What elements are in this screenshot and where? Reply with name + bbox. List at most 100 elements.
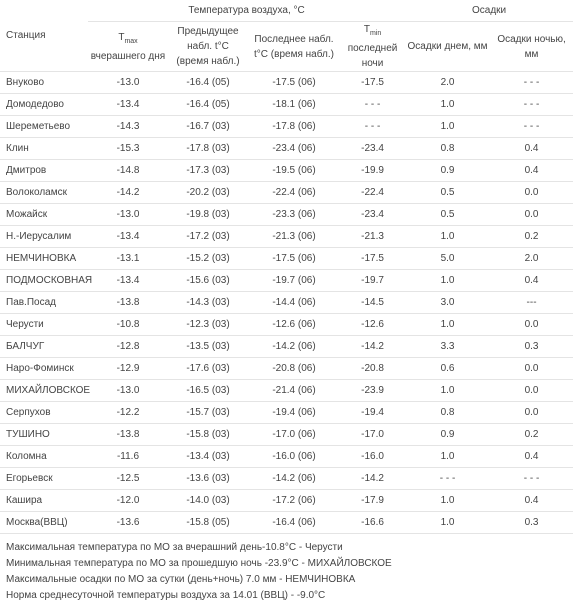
value-cell: 0.0 (490, 379, 573, 402)
value-cell: -17.8 (03) (168, 137, 248, 160)
value-cell: -21.3 (06) (248, 225, 340, 248)
table-row: Черусти -10.8 -12.3 (03) -12.6 (06) -12.6 1.0… (0, 313, 573, 336)
table-row: Можайск -13.0 -19.8 (03) -23.3 (06) -23.4 0.5… (0, 203, 573, 226)
table-row: Пав.Посад -13.8 -14.3 (03) -14.4 (06) -14.5 3… (0, 291, 573, 314)
value-cell: -14.5 (340, 291, 406, 314)
table-header: Станция Температура воздуха, °С Осадки T… (0, 0, 573, 72)
value-cell: 0.4 (490, 489, 573, 512)
station-cell: Егорьевск (0, 467, 88, 490)
group-header: Осадки (405, 0, 573, 22)
value-cell: -12.3 (03) (168, 313, 248, 336)
table-row: Наро-Фоминск -12.9 -17.6 (03) -20.8 (06) -20… (0, 357, 573, 380)
header-text: Станция (6, 30, 46, 41)
value-cell: 1.0 (405, 115, 491, 138)
table-row: Внуково -13.0 -16.4 (05) -17.5 (06) -17.5 2.0… (0, 71, 573, 94)
value-cell: -16.4 (05) (168, 93, 248, 116)
station-cell: Можайск (0, 203, 88, 226)
value-cell: 0.5 (405, 203, 491, 226)
value-cell: -19.8 (03) (168, 203, 248, 226)
value-cell: 0.6 (405, 357, 491, 380)
station-cell: Н.-Иерусалим (0, 225, 88, 248)
value-cell: -13.1 (88, 247, 168, 270)
column-header: Предыдущее набл. t°С (время набл.) (168, 21, 248, 72)
value-cell: 0.4 (490, 137, 573, 160)
value-cell: -16.0 (340, 445, 406, 468)
value-cell: 0.2 (490, 423, 573, 446)
table-row: ПОДМОСКОВНАЯ -13.4 -15.6 (03) -19.7 (06) -19… (0, 269, 573, 292)
value-cell: -16.5 (03) (168, 379, 248, 402)
value-cell: 2.0 (490, 247, 573, 270)
weather-table: Станция Температура воздуха, °С Осадки T… (0, 0, 573, 534)
value-cell: -15.7 (03) (168, 401, 248, 424)
value-cell: -20.8 (340, 357, 406, 380)
column-header: Осадки ночью, мм (490, 21, 573, 72)
note-line: Минимальная температура по МО за прошедш… (6, 558, 392, 569)
value-cell: -17.0 (06) (248, 423, 340, 446)
station-cell: Волоколамск (0, 181, 88, 204)
value-cell: -15.3 (88, 137, 168, 160)
value-cell: -19.4 (340, 401, 406, 424)
value-cell: -20.8 (06) (248, 357, 340, 380)
table-row: Москва(ВВЦ) -13.6 -15.8 (05) -16.4 (06) -16.… (0, 511, 573, 534)
station-cell: Клин (0, 137, 88, 160)
table-row: Волоколамск -14.2 -20.2 (03) -22.4 (06) -22.… (0, 181, 573, 204)
value-cell: -23.4 (340, 137, 406, 160)
table-row: Дмитров -14.8 -17.3 (03) -19.5 (06) -19.9 0.9… (0, 159, 573, 182)
value-cell: -13.8 (88, 291, 168, 314)
value-cell: 0.8 (405, 137, 491, 160)
value-cell: -19.7 (06) (248, 269, 340, 292)
station-cell: Шереметьево (0, 115, 88, 138)
value-cell: -21.4 (06) (248, 379, 340, 402)
value-cell: 0.5 (405, 181, 491, 204)
value-cell: -17.5 (340, 71, 406, 94)
value-cell: -22.4 (340, 181, 406, 204)
table-body: Внуково -13.0 -16.4 (05) -17.5 (06) -17.5 2.0… (0, 71, 573, 534)
value-cell: 3.0 (405, 291, 491, 314)
value-cell: -13.6 (88, 511, 168, 534)
station-cell: НЕМЧИНОВКА (0, 247, 88, 270)
value-cell: -11.6 (88, 445, 168, 468)
header-text: вчерашнего дня (90, 50, 166, 62)
note-line: Максимальные осадки по МО за сутки (день… (6, 574, 356, 585)
table-row: Н.-Иерусалим -13.4 -17.2 (03) -21.3 (06) -21… (0, 225, 573, 248)
column-header: Tmin последней ночи (340, 21, 406, 72)
value-cell: -10.8 (88, 313, 168, 336)
value-cell: -15.2 (03) (168, 247, 248, 270)
value-cell: -12.2 (88, 401, 168, 424)
value-cell: -21.3 (340, 225, 406, 248)
value-cell: -23.9 (340, 379, 406, 402)
station-cell: Пав.Посад (0, 291, 88, 314)
value-cell: -12.0 (88, 489, 168, 512)
value-cell: -22.4 (06) (248, 181, 340, 204)
station-cell: Домодедово (0, 93, 88, 116)
value-cell: 1.0 (405, 445, 491, 468)
value-cell: -19.7 (340, 269, 406, 292)
table-row: Шереметьево -14.3 -16.7 (03) -17.8 (06) - - … (0, 115, 573, 138)
value-cell: -19.9 (340, 159, 406, 182)
value-cell: -19.5 (06) (248, 159, 340, 182)
value-cell: 1.0 (405, 489, 491, 512)
station-cell: Наро-Фоминск (0, 357, 88, 380)
table-row: НЕМЧИНОВКА -13.1 -15.2 (03) -17.5 (06) -17.5… (0, 247, 573, 270)
value-cell: -14.2 (88, 181, 168, 204)
value-cell: 2.0 (405, 71, 491, 94)
value-cell: 5.0 (405, 247, 491, 270)
value-cell: - - - (490, 115, 573, 138)
value-cell: -17.2 (06) (248, 489, 340, 512)
value-cell: -16.6 (340, 511, 406, 534)
value-cell: -15.6 (03) (168, 269, 248, 292)
value-cell: 1.0 (405, 93, 491, 116)
station-cell: Москва(ВВЦ) (0, 511, 88, 534)
value-cell: -17.2 (03) (168, 225, 248, 248)
value-cell: - - - (340, 115, 406, 138)
value-cell: - - - (490, 71, 573, 94)
value-cell: 1.0 (405, 225, 491, 248)
notes: Максимальная температура по МО за вчераш… (0, 534, 573, 604)
station-cell: Дмитров (0, 159, 88, 182)
station-cell: Коломна (0, 445, 88, 468)
value-cell: -14.3 (03) (168, 291, 248, 314)
value-cell: 0.4 (490, 159, 573, 182)
value-cell: 0.0 (490, 357, 573, 380)
header-text: последней ночи (347, 43, 398, 69)
